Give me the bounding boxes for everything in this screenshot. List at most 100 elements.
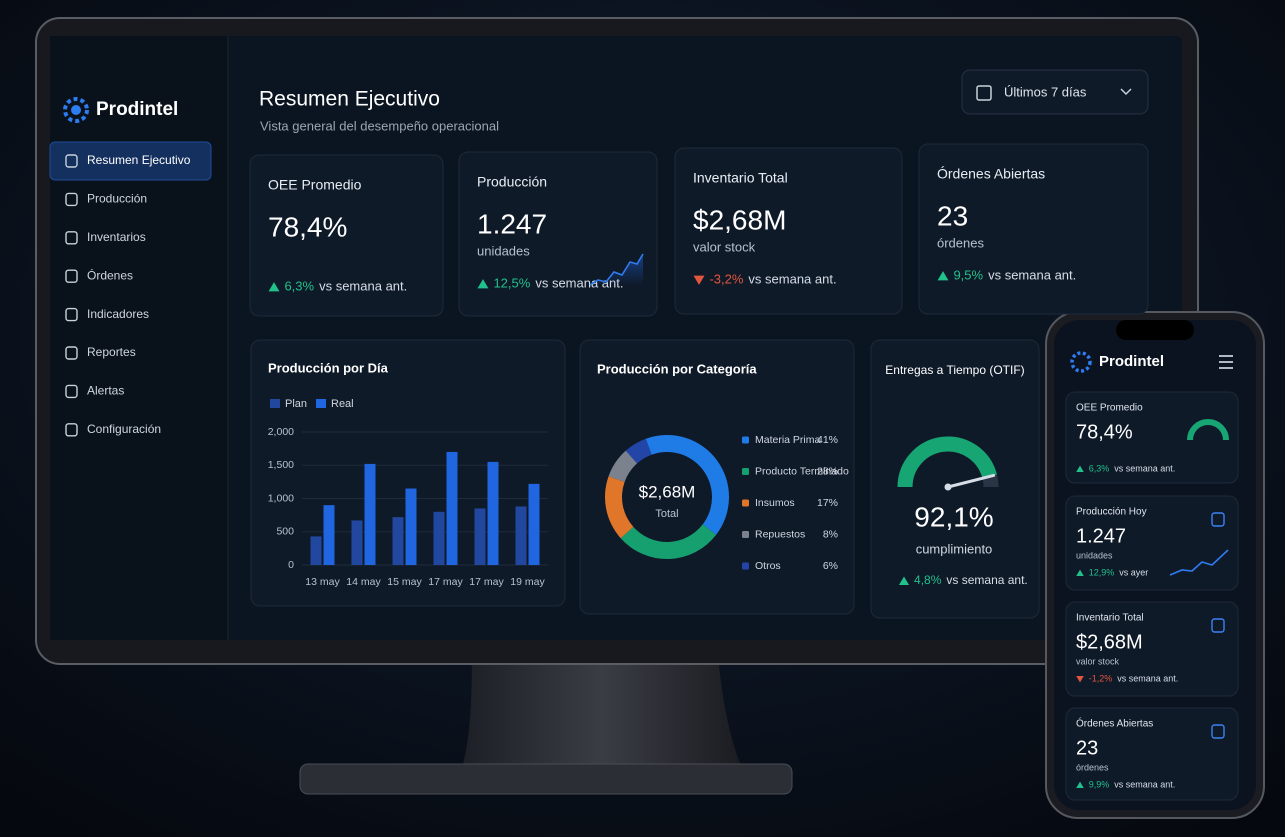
bar <box>487 461 499 565</box>
y-tick-label: 500 <box>276 526 294 538</box>
kpi-card <box>674 147 903 315</box>
pie-slice <box>645 435 729 535</box>
legend-swatch <box>742 562 749 570</box>
chart-card <box>870 339 1040 619</box>
kpi-delta-note: vs ayer <box>1119 567 1148 577</box>
nav-item[interactable]: Alertas <box>87 384 124 398</box>
phone-card-icon <box>1211 618 1225 633</box>
phone-card-value: $2,68M <box>1076 631 1143 653</box>
nav-item[interactable]: Órdenes <box>87 267 133 282</box>
legend-swatch <box>316 399 326 408</box>
phone-card-unit: unidades <box>1076 550 1113 560</box>
nav-item[interactable]: Configuración <box>87 422 161 436</box>
legend-label: Plan <box>285 398 307 410</box>
page-title: Resumen Ejecutivo <box>259 88 440 111</box>
y-tick-label: 1,000 <box>268 492 294 504</box>
nav-icon <box>65 192 78 207</box>
kpi-delta: 6,3% <box>284 278 314 293</box>
pie-slice <box>620 524 717 560</box>
legend-swatch <box>742 436 749 444</box>
sparkline-area <box>590 254 643 285</box>
phone-card-title: OEE Promedio <box>1076 403 1143 414</box>
kpi-delta-note: vs semana ant. <box>1117 673 1178 683</box>
page-subtitle: Vista general del desempeño operacional <box>260 118 499 133</box>
phone-card-unit: órdenes <box>1076 762 1109 772</box>
bar <box>446 451 458 565</box>
nav-item[interactable]: Resumen Ejecutivo <box>87 153 191 167</box>
bar <box>405 488 417 565</box>
legend-swatch <box>742 499 749 507</box>
nav-item[interactable]: Indicadores <box>87 307 149 321</box>
kpi-value: 1.247 <box>477 208 547 239</box>
phone-card-title: Inventario Total <box>1076 613 1144 624</box>
kpi-title: Órdenes Abiertas <box>937 166 1045 182</box>
phone-sparkline <box>1169 549 1229 576</box>
x-tick-label: 13 may <box>305 576 340 588</box>
phone-logo-icon <box>1070 351 1092 373</box>
bar <box>433 511 445 565</box>
phone-logo: Prodintel <box>1099 353 1164 370</box>
x-tick-label: 19 may <box>510 576 545 588</box>
trend-arrow <box>1076 781 1084 789</box>
kpi-card <box>918 143 1149 315</box>
date-range-select[interactable] <box>961 69 1149 115</box>
nav-icon <box>65 423 78 437</box>
menu-icon[interactable] <box>1219 355 1233 369</box>
pie-slice <box>608 450 638 482</box>
bar <box>528 483 540 565</box>
y-tick-label: 1,500 <box>268 459 294 471</box>
legend-label: Repuestos <box>755 528 805 540</box>
phone-notch <box>1116 320 1194 340</box>
logo-icon-core <box>71 105 81 115</box>
bar <box>474 508 486 565</box>
phone-card <box>1065 391 1239 484</box>
nav-icon <box>65 269 78 283</box>
chart-title: Producción por Categoría <box>597 361 757 376</box>
x-tick-label: 17 may <box>428 576 463 588</box>
bar <box>392 517 404 565</box>
kpi-unit: valor stock <box>693 239 756 254</box>
kpi-card <box>249 154 444 317</box>
bar <box>323 505 335 565</box>
pie-slice <box>604 476 634 539</box>
gauge-hub <box>944 483 952 491</box>
gauge-caption: cumplimiento <box>916 541 993 556</box>
gauge-fill <box>897 436 997 488</box>
legend-value: 6% <box>823 560 838 572</box>
trend-arrow <box>1076 569 1084 577</box>
legend-swatch <box>270 399 280 408</box>
kpi-delta-note: vs semana ant. <box>319 278 407 293</box>
kpi-delta-note: vs semana ant. <box>1114 779 1175 789</box>
legend-label: Otros <box>755 560 781 572</box>
kpi-title: OEE Promedio <box>268 177 362 193</box>
kpi-delta: 12,9% <box>1089 567 1115 577</box>
nav-item[interactable]: Inventarios <box>87 230 146 244</box>
kpi-delta-note: vs semana ant. <box>748 271 836 286</box>
legend-label: Materia Prima <box>755 434 821 446</box>
phone-card-value: 23 <box>1076 737 1098 759</box>
pie-center-value: $2,68M <box>639 482 696 501</box>
chart-title: Producción por Día <box>268 360 389 375</box>
phone-card-title: Producción Hoy <box>1076 507 1147 518</box>
nav-icon <box>65 307 78 322</box>
date-range-label: Últimos 7 días <box>1004 84 1087 99</box>
nav-item[interactable]: Reportes <box>87 345 136 359</box>
legend-label: Real <box>331 398 354 410</box>
bar <box>351 520 363 565</box>
nav-active-bg <box>49 141 212 181</box>
legend-swatch <box>742 468 749 475</box>
phone-card-value: 1.247 <box>1076 525 1126 547</box>
nav-item[interactable]: Producción <box>87 192 147 206</box>
kpi-value: 78,4% <box>268 211 347 242</box>
kpi-delta-note: vs semana ant. <box>535 275 623 290</box>
kpi-delta: -1,2% <box>1089 673 1113 683</box>
phone-card-icon <box>1211 512 1225 527</box>
legend-swatch <box>742 531 749 538</box>
kpi-delta: 12,5% <box>493 275 530 290</box>
trend-arrow <box>937 271 949 281</box>
phone-card-icon <box>1211 724 1225 739</box>
x-tick-label: 14 may <box>346 576 381 588</box>
bar <box>515 506 527 565</box>
kpi-delta: 9,5% <box>953 267 983 282</box>
kpi-title: Inventario Total <box>693 170 788 186</box>
